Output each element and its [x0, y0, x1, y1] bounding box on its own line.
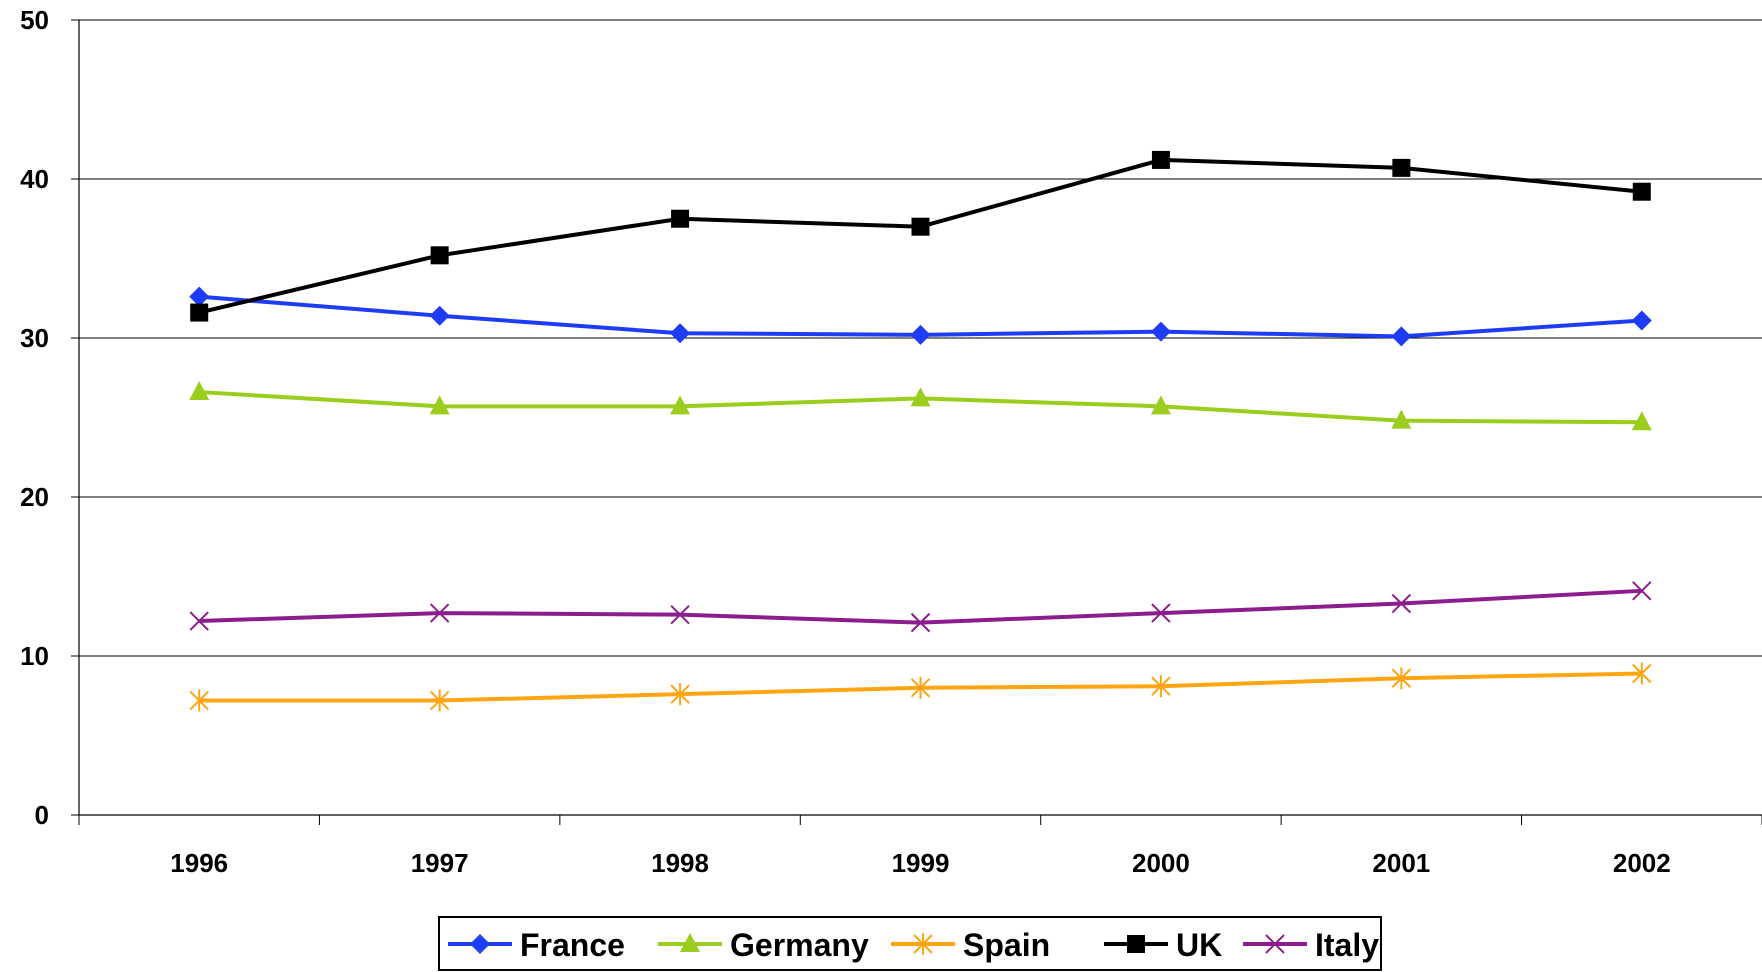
data-point-uk — [1151, 150, 1170, 169]
data-point-spain — [1151, 675, 1171, 698]
legend-label-italy: Italy — [1315, 927, 1379, 963]
legend-item-germany: Germany — [658, 927, 869, 963]
data-point-germany — [1631, 411, 1652, 431]
data-point-spain — [670, 683, 690, 706]
series-france — [189, 286, 1652, 347]
y-axis-tick-labels: 0 10 20 30 40 50 — [20, 5, 79, 830]
data-point-france — [1391, 326, 1412, 347]
x-tick-label: 1999 — [892, 848, 950, 878]
data-point-germany — [910, 387, 931, 407]
legend-item-uk: UK — [1104, 927, 1222, 963]
data-point-uk — [430, 246, 449, 265]
y-tick-label: 40 — [20, 164, 49, 194]
data-point-italy — [429, 603, 450, 623]
legend-marker-italy — [1265, 934, 1285, 954]
series-spain — [189, 662, 1652, 712]
legend-label-spain: Spain — [963, 927, 1050, 963]
data-point-france — [910, 324, 931, 345]
data-point-italy — [1151, 603, 1171, 623]
y-tick-label: 50 — [20, 5, 49, 35]
legend-marker-uk — [1127, 935, 1145, 953]
data-point-spain — [910, 676, 931, 699]
legend-label-germany: Germany — [730, 927, 869, 963]
x-tick-label: 2001 — [1372, 848, 1430, 878]
data-point-germany — [670, 395, 691, 415]
data-point-spain — [189, 689, 209, 712]
legend-marker-france — [470, 934, 490, 954]
x-tick-label: 1998 — [651, 848, 709, 878]
legend-marker-spain — [913, 933, 933, 955]
y-tick-label: 20 — [20, 482, 49, 512]
data-point-italy — [670, 604, 690, 625]
data-point-france — [670, 323, 691, 344]
data-point-spain — [1632, 662, 1652, 685]
data-point-uk — [911, 217, 930, 236]
data-point-germany — [189, 381, 210, 401]
series-line-italy — [199, 588, 1642, 625]
legend-item-spain: Spain — [891, 927, 1050, 963]
data-point-germany — [429, 395, 450, 415]
series-italy — [189, 581, 1652, 633]
data-point-uk — [1392, 158, 1411, 177]
series-germany — [189, 381, 1652, 431]
series-layer — [189, 150, 1652, 712]
data-point-france — [1631, 310, 1652, 331]
legend-label-france: France — [520, 927, 625, 963]
x-tick-label: 2000 — [1132, 848, 1190, 878]
data-point-italy — [1391, 593, 1412, 614]
y-tick-label: 0 — [35, 800, 49, 830]
data-point-germany — [1150, 395, 1171, 415]
series-uk — [190, 150, 1651, 322]
series-line-uk — [198, 157, 1642, 315]
data-point-france — [189, 286, 210, 307]
data-point-uk — [1632, 182, 1651, 201]
data-point-uk — [190, 303, 209, 322]
data-point-italy — [189, 611, 209, 631]
data-point-spain — [429, 689, 450, 712]
data-point-uk — [671, 209, 690, 228]
x-axis-tick-labels: 1996 1997 1998 1999 2000 2001 2002 — [78, 815, 1762, 878]
data-point-italy — [1632, 581, 1652, 601]
data-point-france — [429, 305, 450, 326]
y-tick-label: 30 — [20, 323, 49, 353]
legend-marker-germany — [680, 933, 700, 952]
data-point-france — [1150, 321, 1171, 342]
legend-item-italy: Italy — [1243, 927, 1379, 963]
axes — [78, 20, 1762, 816]
x-tick-label: 1996 — [170, 848, 228, 878]
legend-item-france: France — [448, 927, 625, 963]
data-point-italy — [910, 612, 931, 633]
x-tick-label: 1997 — [411, 848, 469, 878]
legend: France Germany Spain UK Italy — [438, 916, 1382, 971]
data-point-germany — [1391, 409, 1412, 429]
x-tick-label: 2002 — [1613, 848, 1671, 878]
data-point-spain — [1391, 667, 1412, 690]
legend-label-uk: UK — [1176, 927, 1222, 963]
y-tick-label: 10 — [20, 641, 49, 671]
